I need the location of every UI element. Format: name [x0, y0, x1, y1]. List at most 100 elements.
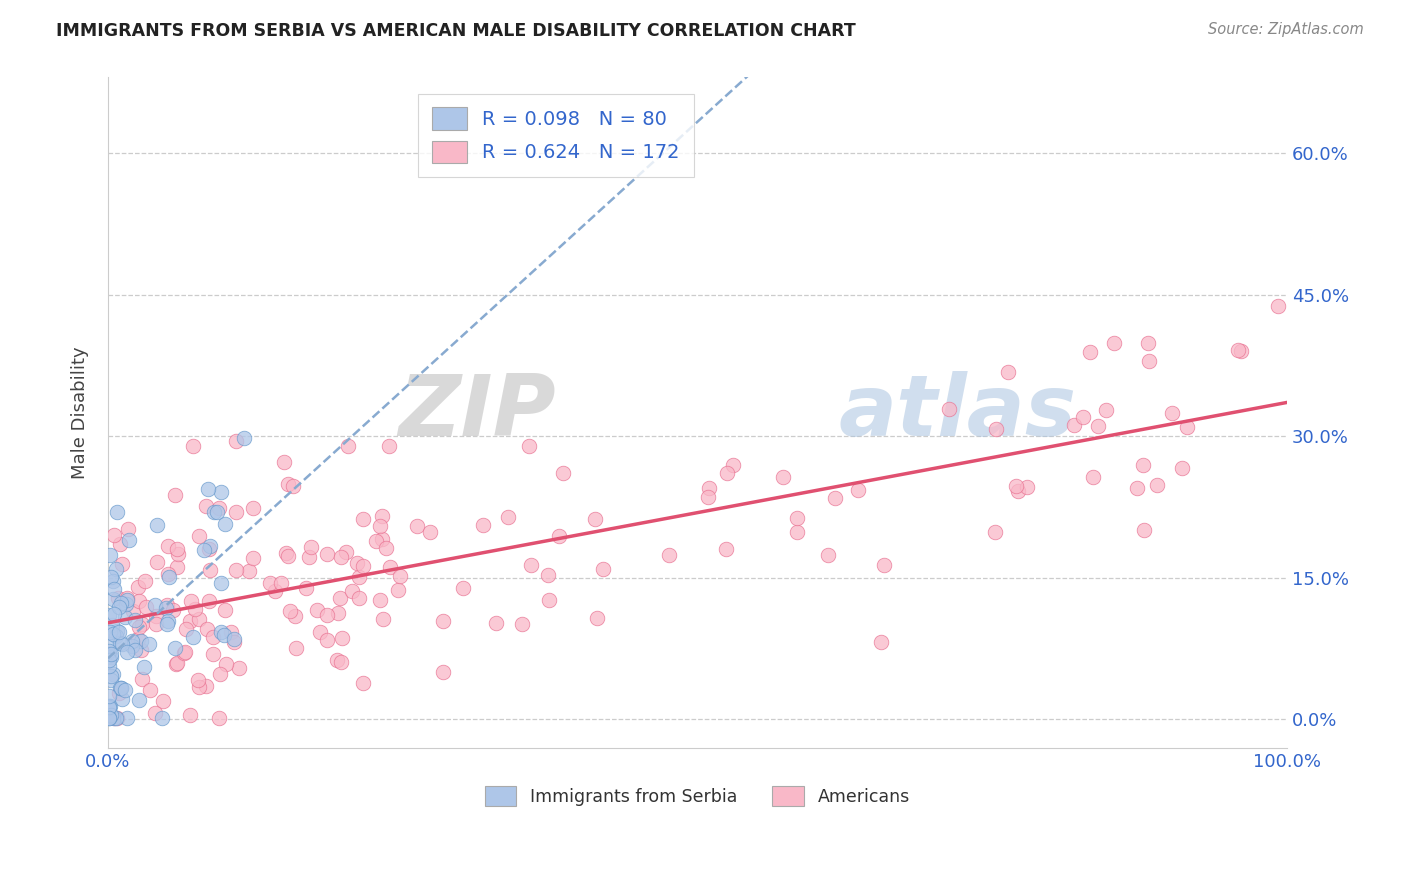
Point [152, 693, 174, 707]
Point [103, 527, 125, 541]
Point [1267, 299, 1289, 313]
Point [658, 548, 681, 562]
Point [225, 563, 247, 577]
Point [451, 581, 474, 595]
Point [1175, 419, 1198, 434]
Point [328, 607, 350, 621]
Point [159, 570, 181, 584]
Point [108, 599, 131, 614]
Point [110, 681, 132, 695]
Point [146, 517, 169, 532]
Point [870, 634, 893, 648]
Point [824, 491, 846, 505]
Point [716, 542, 738, 557]
Point [374, 541, 396, 555]
Point [115, 711, 138, 725]
Point [335, 545, 357, 559]
Point [330, 631, 353, 645]
Point [716, 467, 738, 481]
Point [104, 562, 127, 576]
Point [583, 512, 606, 526]
Point [592, 562, 614, 576]
Point [772, 470, 794, 484]
Point [107, 505, 129, 519]
Point [1146, 477, 1168, 491]
Point [103, 592, 125, 607]
Point [202, 505, 225, 519]
Point [162, 603, 184, 617]
Point [202, 630, 225, 644]
Point [111, 557, 134, 571]
Point [368, 592, 391, 607]
Point [786, 524, 808, 539]
Point [105, 711, 128, 725]
Point [98, 637, 121, 651]
Point [103, 711, 125, 725]
Point [432, 665, 454, 679]
Point [1071, 410, 1094, 425]
Point [98, 659, 121, 673]
Point [308, 625, 330, 640]
Point [107, 686, 129, 700]
Point [103, 607, 125, 621]
Point [277, 549, 299, 563]
Point [156, 598, 179, 612]
Point [194, 679, 217, 693]
Point [188, 680, 211, 694]
Point [105, 630, 128, 644]
Point [107, 625, 129, 640]
Point [537, 592, 560, 607]
Point [166, 656, 188, 670]
Point [124, 613, 146, 627]
Point [305, 603, 328, 617]
Point [198, 539, 221, 553]
Point [209, 484, 232, 499]
Point [110, 636, 132, 650]
Point [264, 584, 287, 599]
Point [219, 625, 242, 640]
Point [238, 564, 260, 578]
Point [198, 593, 221, 607]
Point [198, 541, 221, 556]
Point [180, 594, 202, 608]
Point [721, 458, 744, 472]
Point [103, 711, 125, 725]
Point [846, 483, 869, 498]
Point [110, 597, 132, 611]
Point [329, 549, 352, 564]
Point [696, 490, 718, 504]
Point [471, 518, 494, 533]
Point [242, 551, 264, 566]
Point [121, 639, 143, 653]
Point [298, 549, 321, 564]
Point [131, 672, 153, 686]
Point [195, 499, 218, 513]
Point [586, 611, 609, 625]
Point [103, 582, 125, 596]
Point [98, 649, 121, 664]
Point [209, 576, 232, 591]
Point [111, 691, 134, 706]
Point [371, 508, 394, 523]
Point [349, 591, 371, 606]
Point [817, 548, 839, 562]
Point [118, 533, 141, 547]
Point [377, 439, 399, 453]
Point [143, 706, 166, 720]
Point [101, 618, 124, 632]
Point [157, 566, 180, 581]
Point [188, 529, 211, 543]
Point [214, 516, 236, 531]
Point [101, 627, 124, 641]
Point [330, 655, 353, 669]
Point [166, 541, 188, 556]
Point [188, 612, 211, 626]
Point [281, 479, 304, 493]
Point [208, 500, 231, 515]
Point [150, 711, 173, 725]
Point [181, 439, 204, 453]
Point [207, 711, 229, 725]
Point [184, 602, 207, 616]
Point [224, 505, 246, 519]
Point [1104, 336, 1126, 351]
